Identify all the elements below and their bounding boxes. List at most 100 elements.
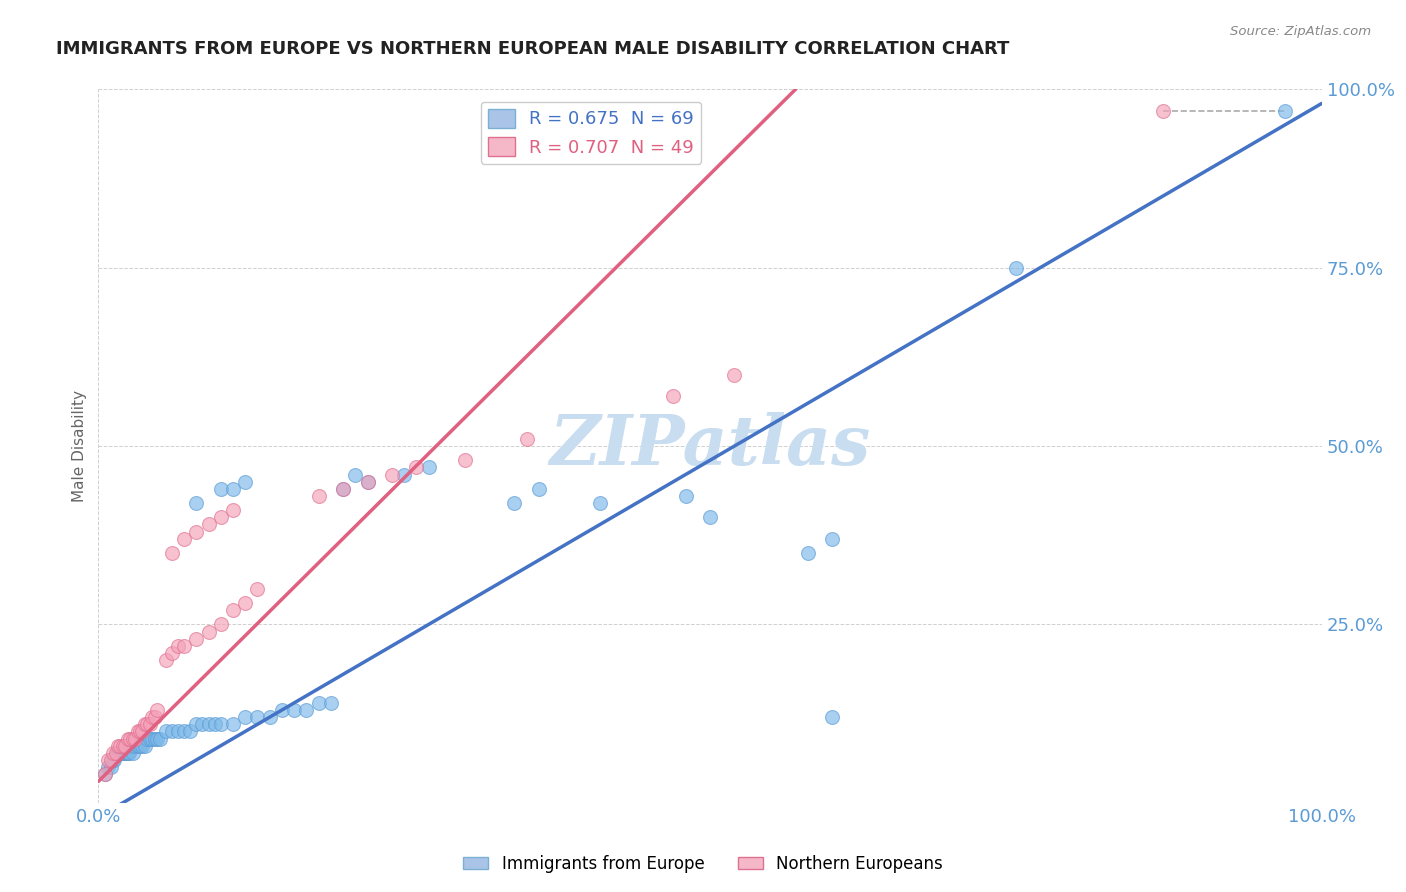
Point <box>100 760 122 774</box>
Point <box>356 475 378 489</box>
Point <box>118 746 141 760</box>
Point <box>120 739 142 753</box>
Y-axis label: Male Disability: Male Disability <box>72 390 87 502</box>
Text: Source: ZipAtlas.com: Source: ZipAtlas.com <box>1230 25 1371 38</box>
Point <box>103 753 125 767</box>
Point <box>723 368 745 382</box>
Point <box>107 746 129 760</box>
Point <box>131 724 153 739</box>
Point <box>110 746 132 760</box>
Point <box>146 703 169 717</box>
Point <box>405 460 427 475</box>
Point <box>107 739 129 753</box>
Point <box>197 517 219 532</box>
Point <box>155 724 177 739</box>
Point <box>167 639 190 653</box>
Point <box>111 746 134 760</box>
Point <box>115 746 138 760</box>
Point <box>114 739 136 753</box>
Point <box>527 482 550 496</box>
Point <box>197 624 219 639</box>
Point <box>821 710 844 724</box>
Point <box>143 731 166 746</box>
Point <box>112 746 135 760</box>
Point <box>1004 260 1026 275</box>
Point <box>104 746 127 760</box>
Point <box>246 710 269 724</box>
Point <box>675 489 697 503</box>
Point <box>160 724 183 739</box>
Point <box>589 496 612 510</box>
Point <box>186 524 208 539</box>
Point <box>110 739 132 753</box>
Point <box>222 482 245 496</box>
Point <box>134 739 156 753</box>
Point <box>209 510 232 524</box>
Point <box>101 746 124 760</box>
Point <box>97 760 120 774</box>
Point <box>662 389 685 403</box>
Point <box>821 532 844 546</box>
Point <box>1152 103 1174 118</box>
Point <box>127 724 149 739</box>
Point <box>146 731 169 746</box>
Point <box>332 482 354 496</box>
Point <box>117 746 139 760</box>
Point <box>139 731 162 746</box>
Point <box>222 503 245 517</box>
Point <box>155 653 177 667</box>
Point <box>129 739 152 753</box>
Point <box>124 731 146 746</box>
Text: IMMIGRANTS FROM EUROPE VS NORTHERN EUROPEAN MALE DISABILITY CORRELATION CHART: IMMIGRANTS FROM EUROPE VS NORTHERN EUROP… <box>56 40 1010 58</box>
Point <box>319 696 342 710</box>
Point <box>136 731 159 746</box>
Point <box>308 489 330 503</box>
Point <box>233 596 256 610</box>
Point <box>209 482 232 496</box>
Point <box>108 746 131 760</box>
Point <box>97 753 120 767</box>
Point <box>1274 103 1296 118</box>
Point <box>121 746 143 760</box>
Point <box>134 717 156 731</box>
Point <box>186 632 208 646</box>
Point <box>141 710 163 724</box>
Point <box>100 753 122 767</box>
Point <box>332 482 354 496</box>
Point <box>143 710 166 724</box>
Point <box>120 731 142 746</box>
Point <box>131 739 153 753</box>
Point <box>111 746 134 760</box>
Point <box>149 731 172 746</box>
Point <box>233 475 256 489</box>
Point <box>114 746 136 760</box>
Point <box>246 582 269 596</box>
Point <box>139 717 162 731</box>
Point <box>392 467 416 482</box>
Point <box>186 717 208 731</box>
Point <box>101 753 124 767</box>
Point <box>344 467 367 482</box>
Point <box>93 767 115 781</box>
Point <box>117 731 139 746</box>
Point <box>308 696 330 710</box>
Point <box>191 717 214 731</box>
Point <box>699 510 721 524</box>
Point <box>356 475 378 489</box>
Point <box>127 739 149 753</box>
Point <box>186 496 208 510</box>
Point <box>797 546 820 560</box>
Point <box>283 703 305 717</box>
Point <box>209 617 232 632</box>
Point <box>295 703 318 717</box>
Point <box>222 603 245 617</box>
Point <box>222 717 245 731</box>
Point <box>160 546 183 560</box>
Legend: R = 0.675  N = 69, R = 0.707  N = 49: R = 0.675 N = 69, R = 0.707 N = 49 <box>481 102 702 164</box>
Point <box>381 467 404 482</box>
Point <box>204 717 226 731</box>
Point <box>233 710 256 724</box>
Point <box>173 639 195 653</box>
Point <box>129 724 152 739</box>
Text: ZIPatlas: ZIPatlas <box>550 412 870 480</box>
